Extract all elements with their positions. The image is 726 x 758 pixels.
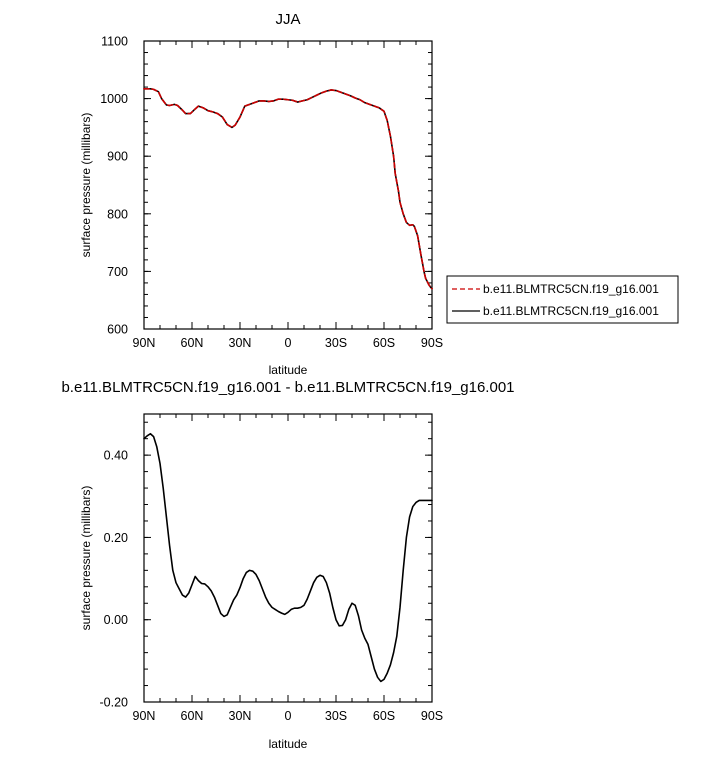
top-chart-series — [143, 88, 433, 290]
top-chart-xlabel: latitude — [269, 363, 308, 377]
bottom-ytick-label: 0.00 — [104, 613, 128, 627]
bottom-xtick-label: 0 — [285, 709, 292, 723]
top-ytick-label: 900 — [107, 150, 128, 164]
bottom-chart-plot-frame — [143, 413, 433, 703]
top-xtick-label: 60S — [373, 336, 395, 350]
bottom-ytick-label: 0.20 — [104, 531, 128, 545]
legend-label-1: b.e11.BLMTRC5CN.f19_g16.001 — [483, 282, 659, 296]
top-chart-ticks: 90N 60N 30N 0 30S 60S 90S 600 700 800 900 1000 1100 — [100, 35, 443, 351]
top-chart-panel: JJA 90N 60N 30N 0 30S 60S 90S 600 700 800 900 1000 1… — [79, 11, 679, 377]
top-ytick-label: 600 — [107, 323, 128, 337]
top-xtick-label: 0 — [285, 336, 292, 350]
bottom-chart-series — [143, 432, 433, 683]
top-ytick-label: 700 — [107, 265, 128, 279]
bottom-series-line-1 — [143, 432, 433, 683]
top-xtick-label: 60N — [181, 336, 204, 350]
top-chart-plot-frame — [143, 40, 433, 330]
bottom-chart-ylabel: surface pressure (millibars) — [79, 486, 93, 631]
top-chart-ylabel: surface pressure (millibars) — [79, 113, 93, 258]
legend-box — [446, 275, 679, 324]
top-ytick-label: 800 — [107, 207, 128, 221]
bottom-xtick-label: 30S — [325, 709, 347, 723]
top-xtick-label: 30S — [325, 336, 347, 350]
top-series-line-1 — [143, 88, 433, 290]
bottom-ytick-label: 0.40 — [104, 449, 128, 463]
bottom-xtick-label: 60N — [181, 709, 204, 723]
bottom-chart-xlabel: latitude — [269, 737, 308, 751]
top-ytick-label: 1000 — [100, 92, 128, 106]
bottom-xtick-label: 60S — [373, 709, 395, 723]
top-xtick-label: 90S — [421, 336, 443, 350]
bottom-ytick-label: -0.20 — [100, 696, 129, 710]
legend-label-2: b.e11.BLMTRC5CN.f19_g16.001 — [483, 304, 659, 318]
bottom-chart-ticks: 90N 60N 30N 0 30S 60S 90S -0.20 0.00 0.20 0.40 — [100, 414, 443, 723]
bottom-chart-title: b.e11.BLMTRC5CN.f19_g16.001 - b.e11.BLMT… — [61, 379, 514, 396]
top-ytick-label: 1100 — [101, 35, 128, 49]
bottom-chart-panel: b.e11.BLMTRC5CN.f19_g16.001 - b.e11.BLMT… — [61, 379, 514, 751]
bottom-xtick-label: 90N — [133, 709, 156, 723]
bottom-xtick-label: 90S — [421, 709, 443, 723]
bottom-xtick-label: 30N — [229, 709, 252, 723]
top-chart-title: JJA — [275, 11, 300, 28]
top-xtick-label: 30N — [229, 336, 252, 350]
top-chart-legend: b.e11.BLMTRC5CN.f19_g16.001 b.e11.BLMTRC… — [446, 275, 679, 324]
top-series-line-2 — [143, 88, 433, 290]
top-xtick-label: 90N — [133, 336, 156, 350]
